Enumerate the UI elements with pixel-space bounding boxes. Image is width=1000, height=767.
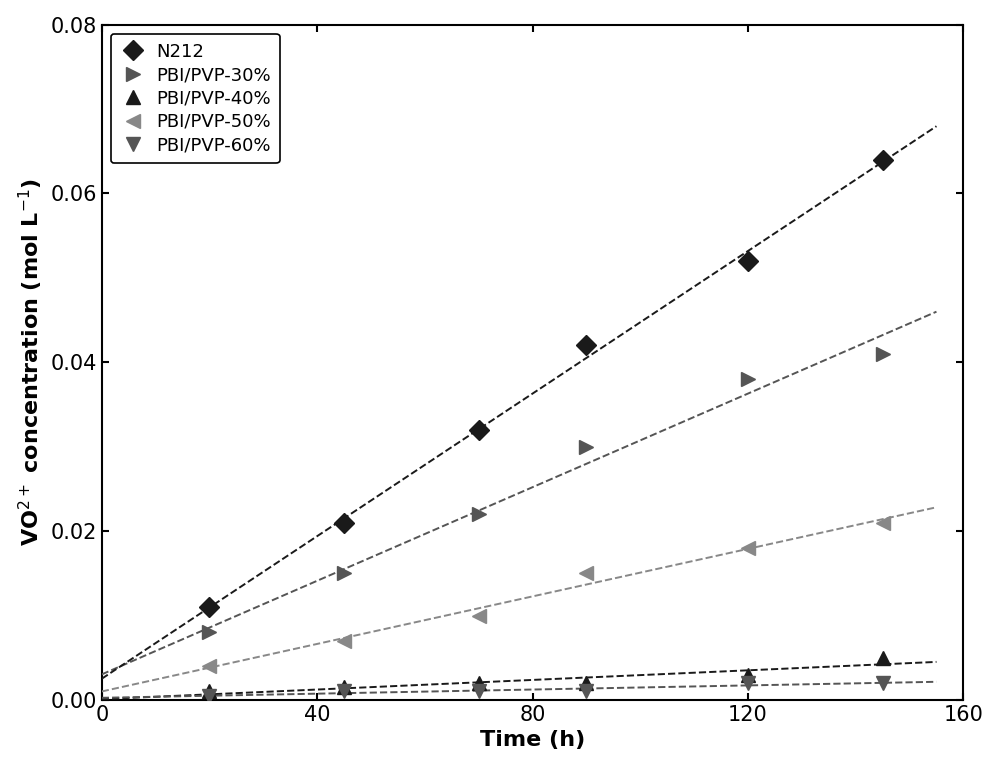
PBI/PVP-50% (742, 543, 754, 552)
PBI/PVP-60% (580, 687, 592, 696)
Line: PBI/PVP-30%: PBI/PVP-30% (203, 347, 890, 640)
PBI/PVP-30% (742, 374, 754, 384)
PBI/PVP-40% (877, 653, 889, 663)
PBI/PVP-30% (877, 349, 889, 358)
N212 (473, 425, 485, 434)
Line: PBI/PVP-50%: PBI/PVP-50% (203, 515, 890, 673)
PBI/PVP-50% (877, 518, 889, 527)
PBI/PVP-40% (473, 679, 485, 688)
PBI/PVP-60% (877, 679, 889, 688)
Legend: N212, PBI/PVP-30%, PBI/PVP-40%, PBI/PVP-50%, PBI/PVP-60%: N212, PBI/PVP-30%, PBI/PVP-40%, PBI/PVP-… (111, 34, 280, 163)
PBI/PVP-40% (338, 683, 350, 692)
PBI/PVP-40% (203, 687, 215, 696)
PBI/PVP-30% (338, 568, 350, 578)
PBI/PVP-50% (473, 611, 485, 620)
PBI/PVP-60% (742, 679, 754, 688)
PBI/PVP-30% (473, 509, 485, 518)
Line: N212: N212 (203, 153, 890, 614)
PBI/PVP-60% (473, 687, 485, 696)
PBI/PVP-60% (203, 691, 215, 700)
PBI/PVP-50% (203, 662, 215, 671)
PBI/PVP-40% (742, 670, 754, 680)
Line: PBI/PVP-40%: PBI/PVP-40% (203, 650, 890, 699)
N212 (580, 341, 592, 350)
N212 (203, 602, 215, 611)
PBI/PVP-30% (203, 628, 215, 637)
N212 (742, 256, 754, 265)
N212 (877, 155, 889, 164)
PBI/PVP-50% (580, 568, 592, 578)
Line: PBI/PVP-60%: PBI/PVP-60% (203, 676, 890, 703)
Y-axis label: VO$^{2+}$ concentration (mol L$^{-1}$): VO$^{2+}$ concentration (mol L$^{-1}$) (17, 178, 45, 546)
N212 (338, 518, 350, 527)
PBI/PVP-40% (580, 679, 592, 688)
X-axis label: Time (h): Time (h) (480, 730, 585, 750)
PBI/PVP-60% (338, 687, 350, 696)
PBI/PVP-50% (338, 637, 350, 646)
PBI/PVP-30% (580, 442, 592, 451)
